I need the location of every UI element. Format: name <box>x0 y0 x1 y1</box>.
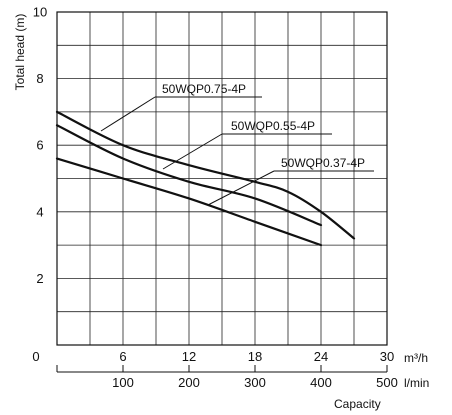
x-tick-label-bottom: 200 <box>178 375 200 390</box>
series-label-leader <box>207 170 275 206</box>
series-line <box>55 157 323 247</box>
grid <box>57 12 387 345</box>
x-axis-unit-bottom: l/min <box>404 376 429 390</box>
series-lines <box>55 110 356 247</box>
series-line <box>55 124 323 227</box>
x-tick-label-bottom: 500 <box>376 375 398 390</box>
series-label-leader <box>100 96 156 132</box>
x-tick-label-bottom: 100 <box>112 375 134 390</box>
x-tick-label-bottom: 300 <box>244 375 266 390</box>
series-labels: 50WQP0.75-4P 50WQP0.55-4P 50WQP0.37-4P <box>100 82 374 206</box>
series-label: 50WQP0.37-4P <box>281 156 365 170</box>
x-tick-label-top: 12 <box>182 349 196 364</box>
x-tick-label-top: 18 <box>248 349 262 364</box>
y-tick-label: 8 <box>36 71 43 86</box>
x-tick-label-top: 24 <box>314 349 328 364</box>
x-tick-label-top: 0 <box>32 349 39 364</box>
x-tick-label-top: 6 <box>119 349 126 364</box>
series-label: 50WQP0.55-4P <box>231 119 315 133</box>
series-label: 50WQP0.75-4P <box>162 82 246 96</box>
y-tick-label: 4 <box>36 204 43 219</box>
x-axis-label: Capacity <box>334 397 381 411</box>
y-tick-label: 2 <box>36 271 43 286</box>
series-line <box>55 110 356 240</box>
series-label-leader <box>162 133 223 170</box>
y-axis-label: Total head (m) <box>13 14 27 91</box>
y-tick-label: 10 <box>33 5 47 20</box>
x-tick-label-top: 30 <box>380 349 394 364</box>
x-tick-label-bottom: 400 <box>310 375 332 390</box>
y-tick-label: 6 <box>36 138 43 153</box>
x-axis-unit-top: m³/h <box>404 351 428 365</box>
plot-frame <box>56 11 388 346</box>
